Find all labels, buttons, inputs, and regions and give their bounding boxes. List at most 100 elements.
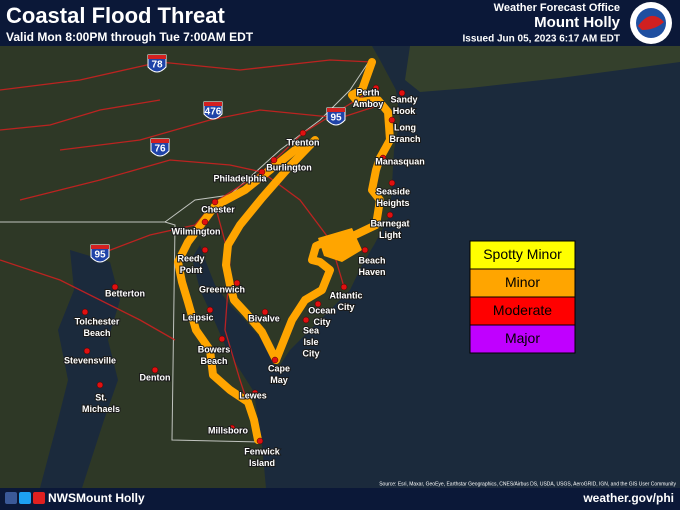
highway-number: 76 [154,144,166,155]
city-label: Betterton [105,288,145,298]
city-dot [111,283,119,291]
long-island [405,46,680,92]
city-dot [299,129,307,137]
city-label: City [302,348,319,358]
city-label: Atlantic [329,290,362,300]
city-label: Seaside [376,186,410,196]
legend-label: Moderate [493,302,552,318]
threat-area-minor [174,58,394,444]
city-label: Bowers [198,344,231,354]
city-label: Haven [358,267,385,277]
shield [147,54,167,73]
city-label: Millsboro [208,425,249,435]
city-label: Tolchester [75,316,120,326]
city-label: City [337,302,354,312]
city-dot [261,308,269,316]
ocean [192,46,680,488]
city-label: Burlington [266,162,312,172]
city-label: Fenwick [244,446,281,456]
shield [150,138,170,157]
legend-swatch [469,268,576,298]
city-label: Light [379,230,401,240]
city-label: Point [180,265,203,275]
city-label: May [270,375,288,385]
office-label: Weather Forecast Office [494,2,620,14]
shield-top [148,55,166,59]
issued-time: Issued Jun 05, 2023 6:17 AM EDT [463,34,620,45]
city-label: Wilmington [172,226,221,236]
city-dot [302,316,310,324]
shield-top [204,102,222,106]
city-dot [201,218,209,226]
city-dot [379,154,387,162]
city-label: Chester [201,204,235,214]
city-dot [233,279,241,287]
city-dot [251,389,259,397]
highway-number: 476 [205,107,222,118]
facebook-icon[interactable] [5,492,17,504]
city-label: Philadelphia [213,173,267,183]
header-band [0,0,680,46]
city-label: City [313,317,330,327]
title: Coastal Flood Threat [6,3,225,28]
city-dot [271,356,279,364]
city-dot [83,347,91,355]
city-label: Reedy [177,253,204,263]
office-name: Mount Holly [534,14,620,31]
highway-number: 95 [94,250,106,261]
city-label: Sea [303,325,320,335]
city-dot [388,116,396,124]
city-label: Isle [303,337,318,347]
city-label: Hook [393,106,416,116]
city-label: Branch [389,134,420,144]
city-label: Greenwich [199,284,245,294]
city-dot [340,283,348,291]
threat-area-back-bay [318,228,362,262]
city-label: Island [249,458,275,468]
website[interactable]: weather.gov/phi [582,491,674,505]
city-label: Beach [83,328,110,338]
chesapeake-bay [40,250,120,488]
city-label: Beach [358,255,385,265]
city-label: Long [394,122,416,132]
city-label: Sandy [390,94,417,104]
shield [326,107,346,126]
city-label: Cape [268,363,290,373]
legend-label: Major [505,330,540,346]
city-dot [206,306,214,314]
city-label: Michaels [82,404,120,414]
city-dot [96,381,104,389]
legend-label: Spotty Minor [483,246,562,262]
state-borders [0,59,371,443]
city-label: Leipsic [182,312,213,322]
valid-time: Valid Mon 8:00PM through Tue 7:00AM EDT [6,30,254,44]
twitter-icon[interactable] [19,492,31,504]
city-label: Trenton [287,137,320,147]
city-label: Manasquan [375,156,425,166]
city-dot [201,246,209,254]
legend-swatch [469,296,576,326]
city-dot [81,308,89,316]
city-dot [270,156,278,164]
youtube-icon[interactable] [33,492,45,504]
legend-label: Minor [505,274,540,290]
city-dot [151,366,159,374]
city-dot [218,335,226,343]
city-label: Lewes [239,390,267,400]
shield-top [91,245,109,249]
city-dot [258,168,266,176]
legend-swatch [469,324,576,354]
city-label: St. [95,392,107,402]
shield-top [151,139,169,143]
shield [90,244,110,263]
city-dot [372,84,380,92]
city-label: Beach [200,356,227,366]
city-label: Bivalve [248,313,280,323]
legend: Spotty Minor Minor Moderate Major [469,240,576,354]
city-dot [256,437,264,445]
highway-number: 95 [330,113,342,124]
city-dot [211,198,219,206]
city-dot [388,179,396,187]
